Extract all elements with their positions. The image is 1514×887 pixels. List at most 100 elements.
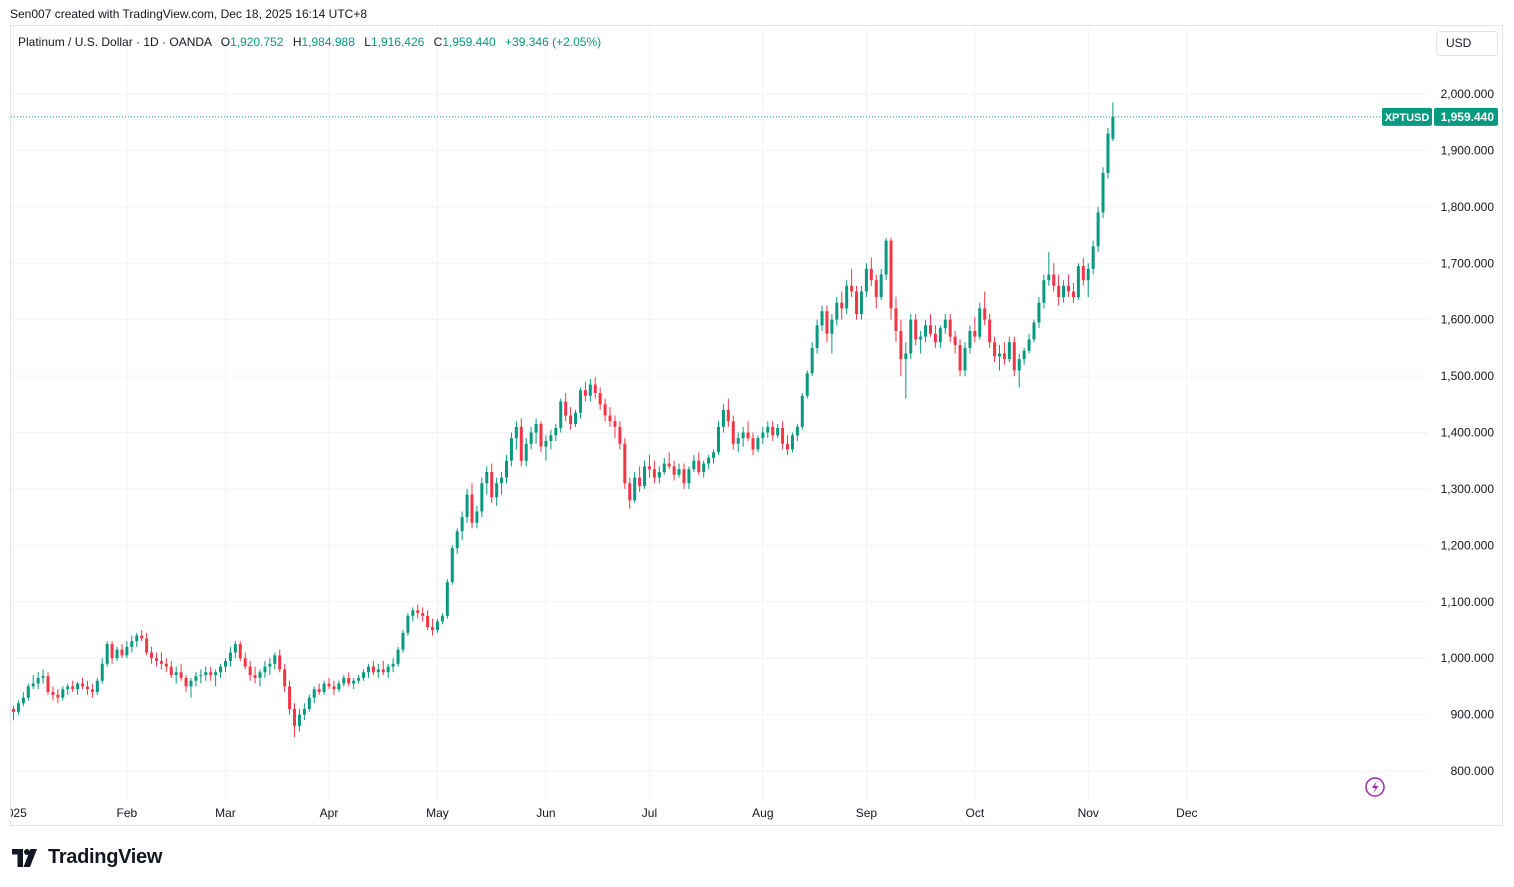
candle [889,237,893,320]
candle-body [455,531,459,549]
candle-body [140,635,144,639]
candle-body [505,460,508,478]
candle-body [485,471,489,484]
candle-body [776,427,780,436]
candle [426,610,430,630]
candle [879,268,883,300]
candle-body [189,680,193,687]
candle [667,452,671,470]
candle [36,672,40,690]
candle-body [322,683,326,693]
candle-body [61,689,65,698]
x-tick-label: 2025 [0,806,27,820]
candle [302,703,306,721]
candle [362,669,366,681]
candle-body [263,666,267,673]
legend-low-key: L [364,35,371,49]
candle [140,629,144,642]
tradingview-logo-icon [12,848,37,867]
candle-body [194,676,198,681]
candle [687,466,691,489]
candle-body [125,646,129,656]
candle-body [766,426,770,433]
candle-body [677,469,681,475]
candle [189,677,193,698]
candle [1067,274,1071,298]
candle [105,641,109,667]
candle [194,672,198,687]
tradingview-logo[interactable]: TradingView [12,846,162,869]
candle [135,632,139,647]
candle-body [317,689,321,693]
candle [1017,353,1021,388]
candle-body [470,494,474,523]
candle [41,669,45,684]
candle [978,302,982,340]
x-tick-label: Apr [320,806,339,820]
candle-body [1037,302,1041,323]
candle-body [1086,268,1090,281]
candle [1111,102,1115,142]
alert-icon[interactable] [1365,777,1385,797]
y-tick-label: 800.000 [1451,764,1495,778]
candle-body [120,649,124,656]
y-tick-label: 1,100.000 [1441,595,1495,609]
candle [465,488,469,523]
candle-body [450,548,454,583]
candle [1047,251,1051,286]
candle-body [904,353,908,360]
candle-body [988,319,992,343]
candle-body [71,686,75,690]
candle [963,342,967,377]
candle-body [549,435,553,441]
currency-selector[interactable]: USD [1436,31,1498,56]
candle-body [845,285,849,309]
candle [125,641,129,659]
candle-body [268,663,272,667]
candle [569,407,573,430]
candle-body [184,677,188,687]
y-tick-label: 1,300.000 [1441,482,1495,496]
candle [904,342,908,399]
candle-body [21,697,25,704]
candle [480,477,484,518]
candle [672,460,676,481]
candle-body [953,336,957,346]
candle [751,432,755,456]
candle [524,438,528,467]
candle [307,694,311,712]
candle-body [825,311,829,334]
candle [445,579,449,619]
candle-body [840,302,844,309]
candle-body [815,325,819,348]
candle [948,314,952,343]
candle-body [514,426,518,439]
candle-body [41,676,45,678]
candle-body [1081,266,1085,281]
candle-body [859,291,863,315]
candle [662,457,666,475]
candle-body [228,652,232,661]
candle-body [1027,339,1031,351]
candle-body [56,694,60,698]
candle [682,463,686,489]
candle-body [273,655,277,664]
candle-body [746,432,750,439]
candle-body [475,511,479,523]
candle-body [884,240,888,275]
candle [317,683,321,695]
candle [95,677,99,695]
candle [884,237,888,281]
y-tick-label: 1,200.000 [1441,538,1495,552]
candle [943,314,947,334]
candle-body [638,477,642,487]
candle-body [928,325,932,334]
candle [633,471,637,504]
candle-body [647,466,651,470]
legend-close-key: C [433,35,443,49]
candle-body [465,494,469,518]
candle-body [835,302,839,320]
candle-body [233,644,237,653]
candle [248,660,252,681]
